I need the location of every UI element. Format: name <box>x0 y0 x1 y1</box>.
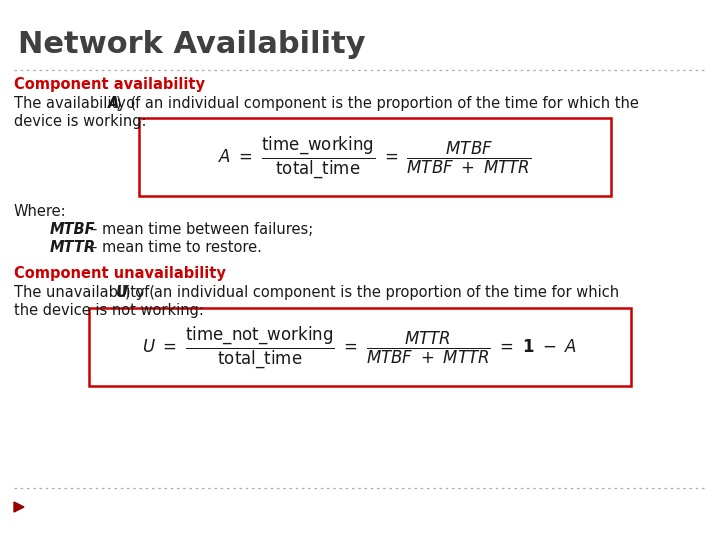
Text: Component unavailability: Component unavailability <box>14 266 226 281</box>
FancyBboxPatch shape <box>89 308 631 386</box>
Text: Where:: Where: <box>14 204 67 219</box>
Text: device is working:: device is working: <box>14 114 146 129</box>
Text: the device is not working:: the device is not working: <box>14 303 204 318</box>
Text: MTTR: MTTR <box>50 240 96 255</box>
Text: – mean time between failures;: – mean time between failures; <box>90 222 313 237</box>
Text: ) of an individual component is the proportion of the time for which the: ) of an individual component is the prop… <box>116 96 639 111</box>
Text: $A\ =\ \dfrac{\mathsf{time\_working}}{\mathsf{total\_time}}\ =\ \dfrac{\mathit{M: $A\ =\ \dfrac{\mathsf{time\_working}}{\m… <box>218 134 532 180</box>
Polygon shape <box>14 502 24 512</box>
FancyBboxPatch shape <box>139 118 611 196</box>
Text: – mean time to restore.: – mean time to restore. <box>90 240 262 255</box>
Text: MTBF: MTBF <box>50 222 96 237</box>
Text: Network Availability: Network Availability <box>18 30 366 59</box>
Text: The unavailability (: The unavailability ( <box>14 285 155 300</box>
Text: U: U <box>116 285 128 300</box>
Text: Component availability: Component availability <box>14 77 205 92</box>
Text: The availability (: The availability ( <box>14 96 136 111</box>
Text: A: A <box>108 96 120 111</box>
Text: $U\ =\ \dfrac{\mathsf{time\_not\_working}}{\mathsf{total\_time}}\ =\ \dfrac{\mat: $U\ =\ \dfrac{\mathsf{time\_not\_working… <box>143 324 577 370</box>
Text: ) of an individual component is the proportion of the time for which: ) of an individual component is the prop… <box>125 285 619 300</box>
